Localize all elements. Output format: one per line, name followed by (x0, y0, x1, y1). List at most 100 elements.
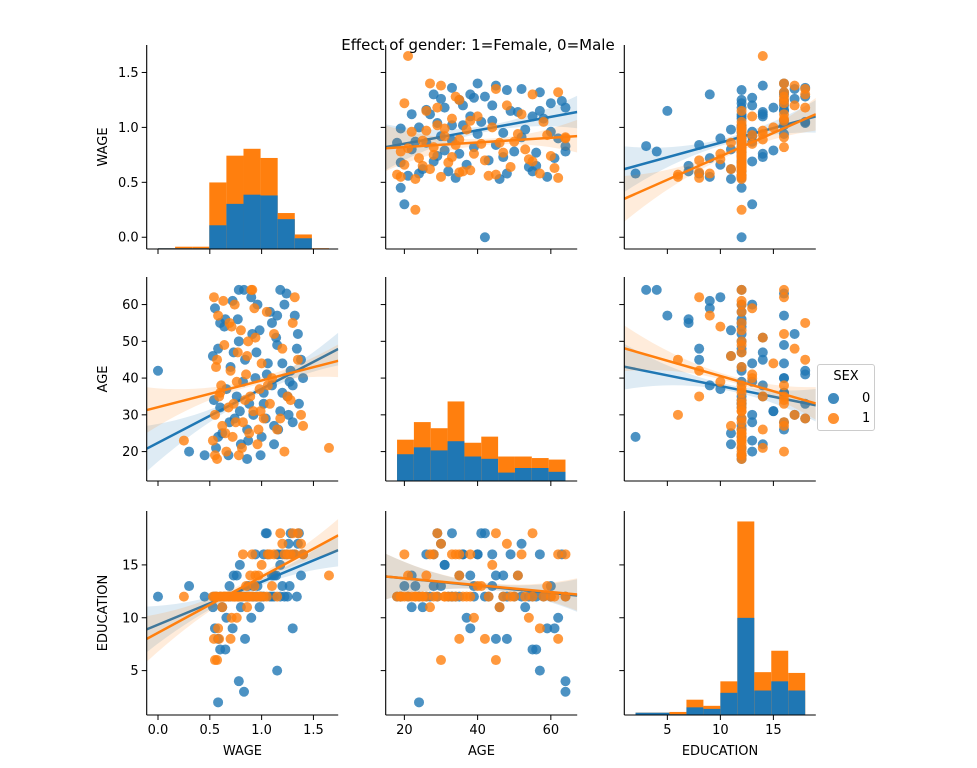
scatter-point-sex-0 (275, 406, 286, 417)
figure-title: Effect of gender: 1=Female, 0=Male (341, 36, 614, 54)
scatter-point-sex-1 (483, 170, 494, 181)
y-tick-label: 15 (122, 558, 139, 573)
scatter-point-sex-0 (283, 409, 294, 420)
scatter-point-sex-1 (269, 328, 280, 339)
scatter-point-sex-1 (468, 612, 479, 623)
hist-bar-sex-0 (209, 225, 227, 249)
scatter-point-sex-1 (715, 321, 726, 332)
scatter-point-sex-0 (641, 141, 652, 152)
scatter-point-sex-1 (230, 591, 241, 602)
scatter-point-sex-1 (512, 570, 523, 581)
hist-bar-sex-1 (192, 246, 210, 249)
scatter-point-sex-1 (736, 398, 747, 409)
scatter-point-sex-0 (560, 102, 571, 113)
scatter-point-sex-1 (435, 655, 446, 666)
scatter-point-sex-1 (295, 538, 306, 549)
scatter-point-sex-1 (757, 424, 768, 435)
scatter-point-sex-1 (800, 102, 811, 113)
scatter-point-sex-0 (266, 317, 277, 328)
scatter-point-sex-1 (435, 171, 446, 182)
scatter-point-sex-1 (213, 623, 224, 634)
scatter-point-sex-1 (505, 161, 516, 172)
scatter-point-sex-1 (736, 347, 747, 358)
hist-bar-sex-0 (397, 454, 414, 481)
scatter-point-sex-0 (395, 123, 406, 134)
scatter-point-sex-1 (450, 549, 461, 560)
scatter-point-sex-0 (292, 328, 303, 339)
scatter-point-sex-1 (231, 376, 242, 387)
legend-marker-icon (828, 393, 839, 404)
scatter-point-sex-1 (219, 340, 230, 350)
scatter-point-sex-1 (428, 549, 439, 560)
scatter-point-sex-1 (694, 167, 705, 178)
scatter-point-sex-1 (252, 439, 263, 450)
y-axis-label: EDUCATION (96, 575, 111, 651)
scatter-point-sex-1 (262, 380, 273, 391)
scatter-point-sex-0 (199, 591, 210, 602)
scatter-point-sex-0 (747, 156, 758, 167)
scatter-point-sex-1 (800, 413, 811, 424)
scatter-point-sex-0 (228, 570, 239, 581)
regression-line-sex-1 (624, 113, 816, 200)
scatter-point-sex-1 (479, 633, 490, 644)
panel-education-vs-age: 20 40 60 AGE (380, 511, 578, 759)
scatter-point-sex-0 (295, 570, 306, 581)
scatter-point-sex-1 (209, 409, 220, 420)
scatter-point-sex-1 (479, 155, 490, 166)
scatter-point-sex-1 (736, 136, 747, 147)
x-tick-label: 1.0 (251, 723, 272, 738)
scatter-point-sex-0 (747, 358, 758, 369)
regression-line-sex-1 (146, 534, 339, 640)
regression-line-sex-0 (146, 548, 339, 631)
regression-ci-band-sex-0 (624, 343, 816, 422)
scatter-point-sex-1 (235, 325, 246, 336)
scatter-point-sex-0 (487, 100, 498, 111)
x-tick-label: 40 (469, 723, 486, 738)
y-tick-label: 5 (130, 664, 138, 679)
scatter-point-sex-0 (683, 314, 694, 325)
scatter-point-sex-1 (279, 549, 290, 560)
scatter-point-sex-1 (538, 591, 549, 602)
scatter-point-sex-1 (446, 591, 457, 602)
scatter-point-sex-1 (778, 446, 789, 457)
regression-ci-band-sex-0 (385, 553, 578, 612)
regression-ci-band-sex-1 (385, 553, 578, 611)
scatter-point-sex-1 (410, 174, 421, 185)
scatter-point-sex-0 (725, 428, 736, 439)
hist-bar-sex-0 (226, 203, 244, 249)
scatter-point-sex-0 (472, 78, 483, 89)
scatter-point-sex-1 (295, 409, 306, 420)
scatter-point-sex-1 (298, 420, 309, 431)
scatter-point-sex-0 (704, 295, 715, 306)
scatter-point-sex-1 (399, 98, 410, 109)
scatter-point-sex-1 (425, 78, 436, 89)
scatter-point-sex-0 (279, 299, 290, 310)
scatter-point-sex-1 (435, 80, 446, 91)
scatter-point-sex-0 (505, 549, 516, 560)
scatter-point-sex-1 (247, 549, 258, 560)
hist-bar-sex-0 (531, 467, 549, 481)
scatter-point-sex-1 (439, 131, 450, 142)
scatter-point-sex-0 (399, 199, 410, 210)
scatter-point-sex-1 (417, 591, 428, 602)
scatter-point-sex-0 (227, 623, 238, 634)
scatter-point-sex-1 (212, 655, 223, 666)
scatter-point-sex-1 (212, 354, 223, 365)
scatter-point-sex-1 (292, 528, 303, 539)
x-axis-label: AGE (468, 744, 495, 759)
scatter-point-sex-1 (207, 435, 218, 446)
scatter-point-sex-1 (736, 442, 747, 453)
scatter-point-sex-1 (545, 150, 556, 161)
legend-label: 1 (862, 411, 871, 426)
scatter-point-sex-1 (406, 126, 417, 137)
scatter-point-sex-1 (254, 384, 265, 395)
scatter-point-sex-0 (406, 602, 417, 613)
scatter-point-sex-1 (747, 111, 758, 122)
y-tick-label: 10 (122, 611, 139, 626)
scatter-point-sex-0 (406, 109, 417, 120)
scatter-point-sex-0 (479, 528, 490, 539)
scatter-point-sex-1 (465, 549, 476, 560)
scatter-point-sex-1 (275, 528, 286, 539)
scatter-point-sex-1 (454, 134, 465, 145)
